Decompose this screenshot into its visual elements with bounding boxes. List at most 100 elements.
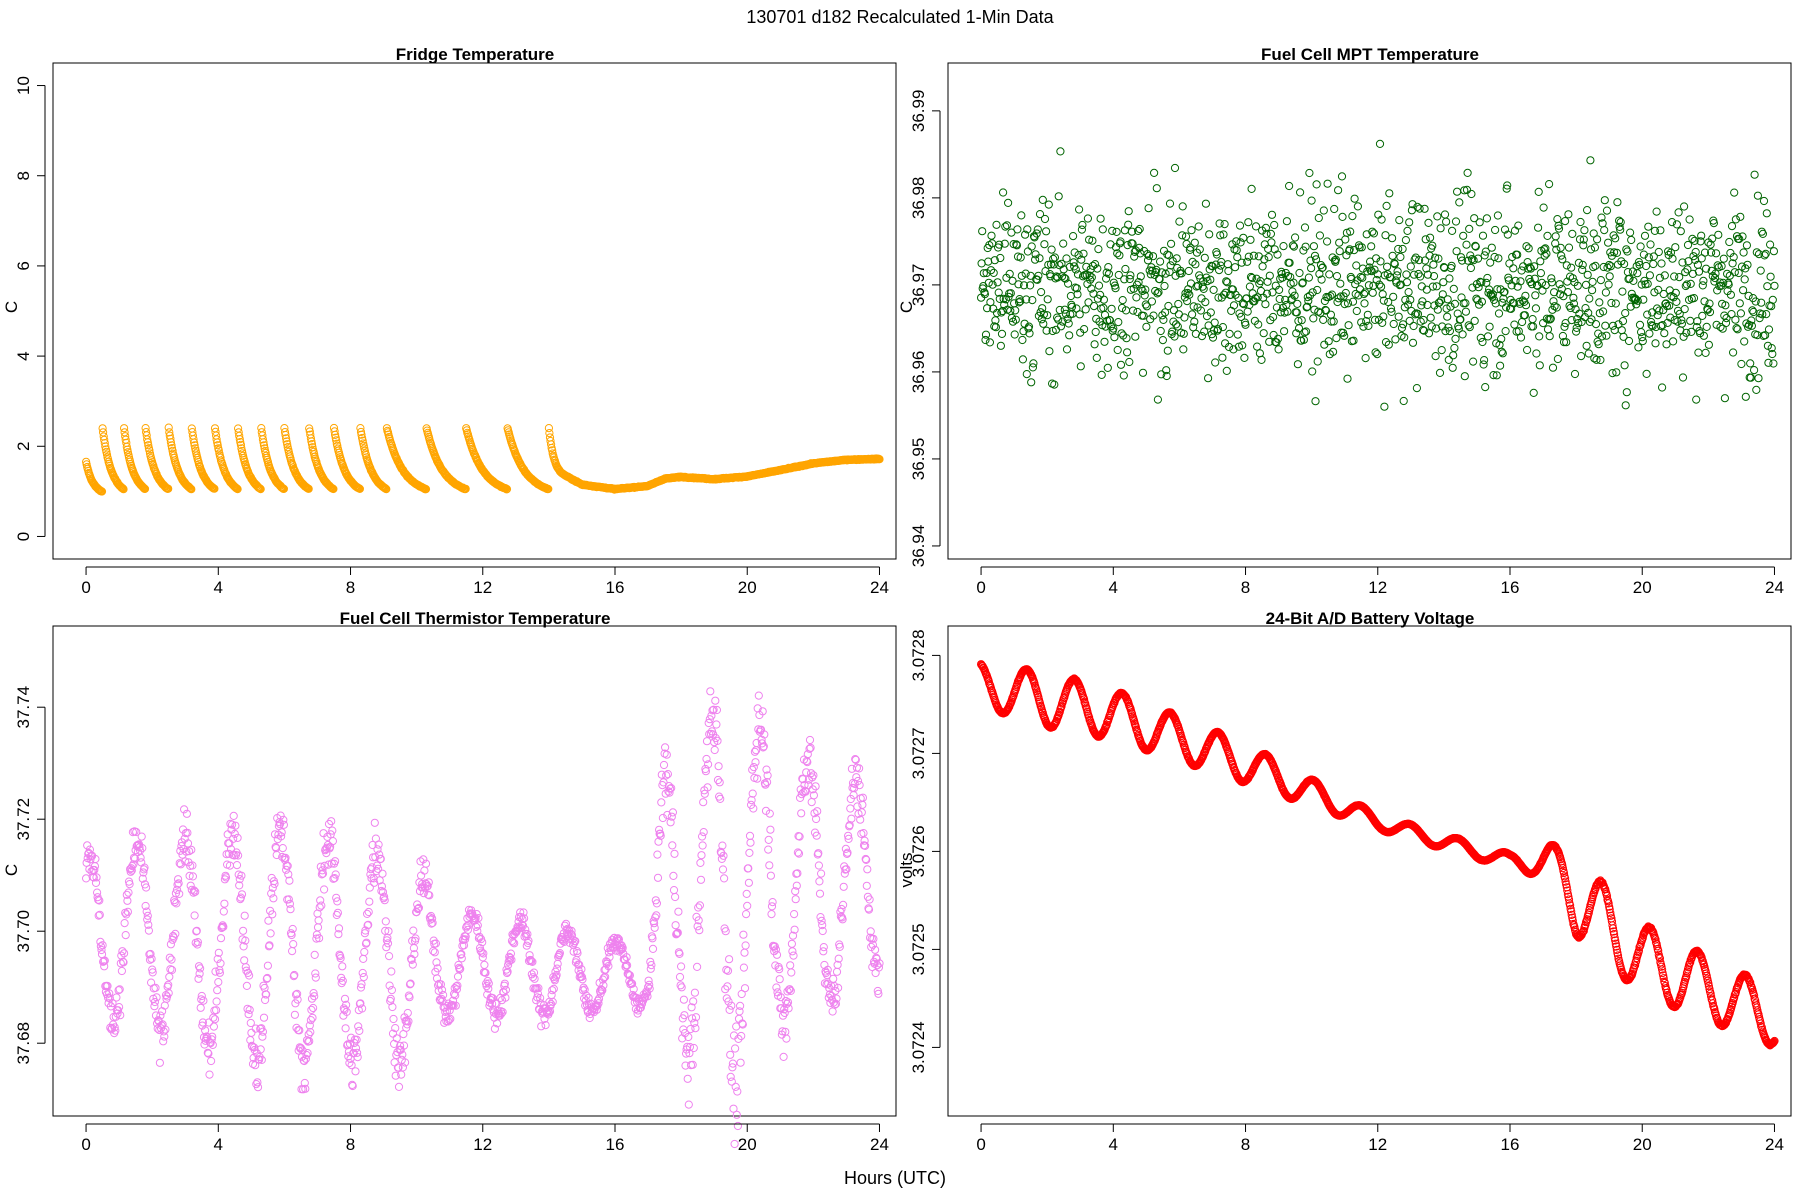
data-point: [1451, 217, 1461, 226]
data-point: [1510, 226, 1520, 235]
data-point: [1312, 180, 1321, 189]
data-point: [461, 484, 470, 493]
data-point: [839, 882, 848, 891]
data-points: [82, 687, 884, 1149]
data-point: [742, 889, 751, 899]
data-point: [1634, 343, 1643, 352]
x-tick-label: 4: [214, 1135, 223, 1154]
data-point: [328, 837, 337, 846]
data-point: [1244, 218, 1253, 227]
data-point: [1479, 360, 1488, 369]
data-point: [353, 1053, 362, 1062]
data-point: [1487, 243, 1496, 252]
data-point: [144, 441, 153, 450]
plot-frame: [947, 62, 1792, 560]
data-point: [329, 484, 338, 494]
panel-fuel-cell-mpt-temperature: Fuel Cell MPT Temperature C 0 4 8 12 16 20 243…: [897, 45, 1792, 597]
data-point: [1442, 217, 1451, 226]
data-point: [1057, 259, 1066, 268]
data-point: [1188, 310, 1197, 319]
data-point: [240, 956, 249, 965]
data-point: [359, 441, 368, 450]
data-point: [1018, 355, 1028, 364]
data-point: [214, 446, 223, 455]
data-point: [1164, 251, 1174, 260]
data-point: [1059, 239, 1068, 248]
data-point: [764, 835, 773, 845]
data-point: [832, 967, 842, 976]
data-point: [344, 1047, 353, 1056]
data-point: [358, 436, 367, 445]
data-point: [549, 984, 558, 994]
data-point: [787, 968, 796, 977]
data-point: [164, 423, 173, 432]
data-point: [258, 435, 267, 444]
data-point: [1183, 288, 1192, 298]
data-point: [1011, 315, 1020, 324]
data-point: [996, 253, 1005, 263]
y-tick-label: 37.74: [14, 686, 33, 729]
data-point: [1052, 272, 1061, 281]
data-point: [232, 484, 242, 493]
data-point: [1029, 359, 1038, 368]
data-point: [1063, 314, 1072, 323]
data-point: [1405, 218, 1414, 227]
data-point: [1308, 367, 1317, 376]
data-point: [1345, 245, 1354, 254]
data-point: [1646, 240, 1655, 249]
data-point: [1516, 277, 1525, 286]
data-point: [1038, 304, 1047, 313]
data-point: [1445, 327, 1455, 336]
data-point: [1471, 242, 1480, 251]
data-point: [1553, 354, 1563, 364]
data-point: [1702, 322, 1711, 331]
data-point: [1401, 236, 1411, 245]
data-point: [1543, 231, 1552, 240]
data-point: [216, 934, 226, 943]
data-point: [1396, 252, 1405, 262]
data-point: [671, 892, 680, 902]
y-tick-label: 8: [14, 171, 33, 180]
data-point: [690, 988, 700, 997]
data-point: [1568, 229, 1577, 238]
data-point: [1330, 204, 1339, 214]
data-point: [715, 778, 724, 787]
data-point: [1570, 369, 1580, 379]
data-point: [1572, 327, 1581, 336]
data-point: [1321, 305, 1330, 315]
x-tick-label: 16: [606, 1135, 625, 1154]
data-point: [1275, 294, 1284, 304]
data-point: [992, 308, 1002, 318]
data-point: [1421, 256, 1430, 265]
data-point: [1392, 271, 1402, 280]
data-point: [1353, 202, 1363, 211]
data-point: [1301, 242, 1310, 251]
data-point: [764, 845, 773, 854]
data-point: [1452, 247, 1461, 256]
data-point: [1031, 250, 1040, 259]
data-point: [1034, 271, 1043, 280]
data-point: [1223, 260, 1233, 269]
data-point: [1448, 363, 1457, 372]
data-point: [1640, 231, 1650, 240]
data-point: [1016, 253, 1025, 262]
data-point: [1326, 292, 1335, 301]
data-point: [1474, 283, 1483, 292]
data-point: [1178, 202, 1187, 211]
data-point: [1305, 168, 1314, 178]
x-tick-label: 8: [346, 1135, 355, 1154]
data-point: [1210, 318, 1219, 327]
data-point: [779, 1052, 788, 1062]
data-point: [772, 983, 781, 992]
data-point: [331, 433, 340, 442]
data-point: [1144, 204, 1153, 213]
data-point: [670, 849, 679, 858]
data-point: [210, 484, 219, 493]
data-point: [1172, 254, 1181, 263]
data-point: [1089, 302, 1099, 311]
data-point: [775, 975, 784, 984]
data-point: [1464, 321, 1473, 330]
data-point: [745, 848, 754, 858]
data-point: [1480, 356, 1489, 365]
data-point: [304, 484, 313, 493]
